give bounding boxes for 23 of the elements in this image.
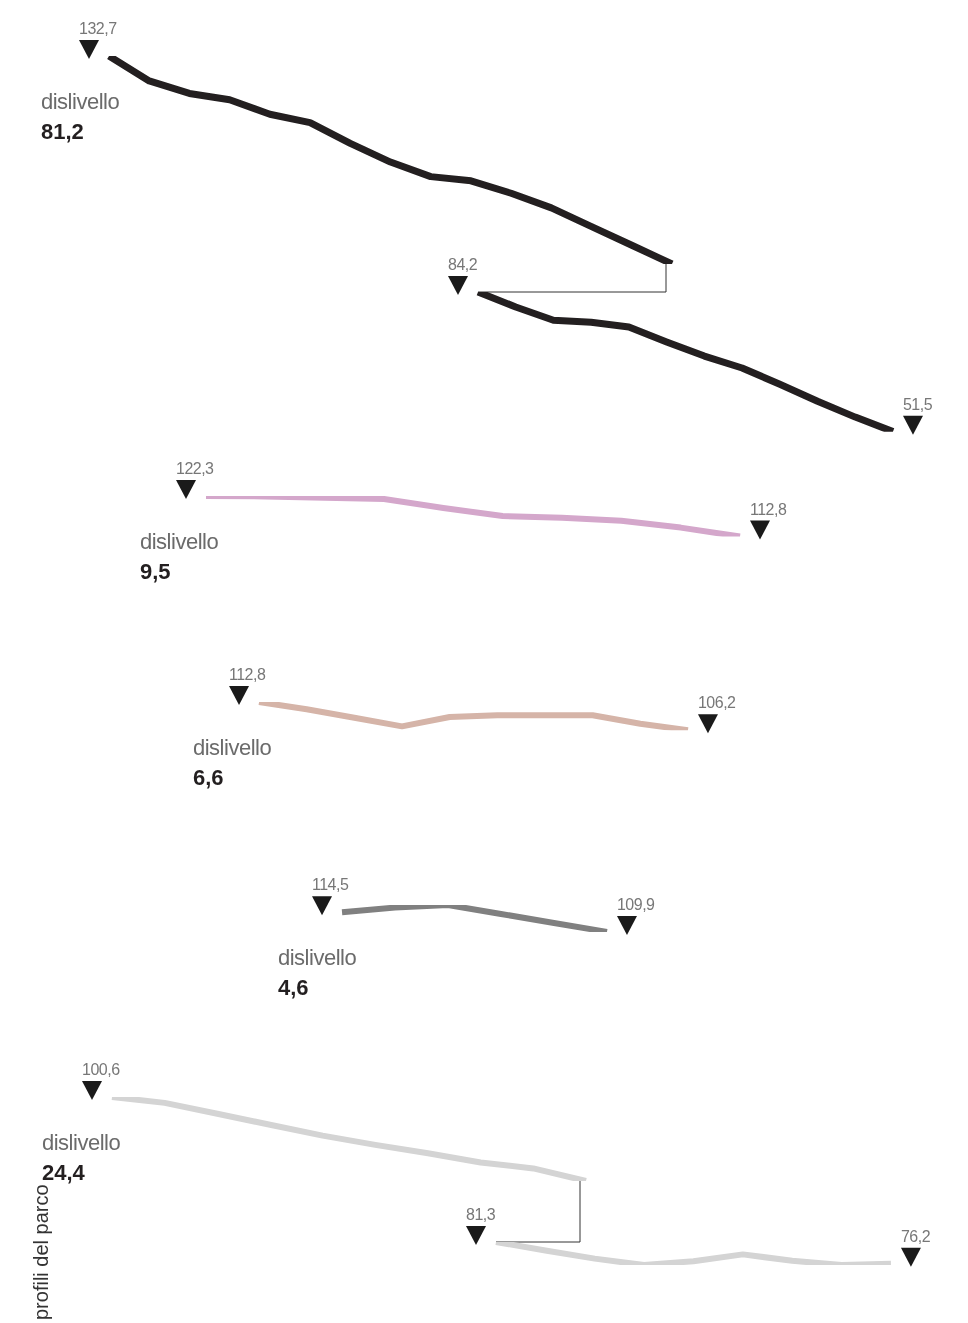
text: profili del parco xyxy=(30,1184,52,1320)
annotation: dislivello xyxy=(41,88,120,116)
text: 132,7 xyxy=(79,20,118,37)
data-label: 76,2 xyxy=(900,1227,931,1245)
data-label: 51,5 xyxy=(902,395,933,413)
data-label: 112,8 xyxy=(229,666,266,683)
text: 9,5 xyxy=(140,558,171,586)
text: 24,4 xyxy=(42,1159,85,1185)
data-label: 81,3 xyxy=(466,1206,496,1223)
text: 100,6 xyxy=(82,1061,121,1078)
data-label: 114,5 xyxy=(312,876,349,894)
annotation: dislivello xyxy=(140,528,219,556)
text: 6,6 xyxy=(193,764,224,792)
data-label: 112,8 xyxy=(749,500,787,518)
data-label: 106,2 xyxy=(697,694,737,712)
text: 81,2 xyxy=(41,118,84,146)
text: dislivello xyxy=(278,944,357,973)
data-label: 84,2 xyxy=(448,256,478,273)
text: dislivello xyxy=(193,734,272,762)
annotation: dislivello xyxy=(42,1129,121,1157)
data-label: 109,9 xyxy=(616,895,656,913)
text: 4,6 xyxy=(278,974,309,1003)
data-label: 122,3 xyxy=(176,460,215,477)
